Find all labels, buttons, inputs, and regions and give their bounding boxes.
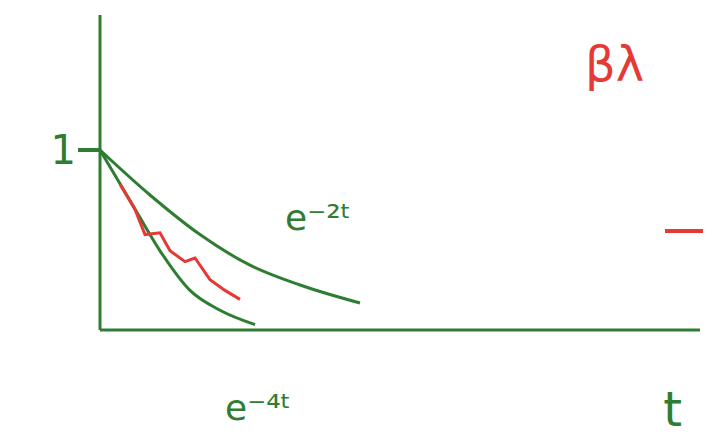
html-text:βλ: βλ bbox=[585, 36, 644, 92]
svg-text:e⁻²ᵗ: e⁻²ᵗ bbox=[285, 197, 351, 238]
svg-text:t: t bbox=[663, 381, 682, 437]
svg-text:e⁻⁴ᵗ: e⁻⁴ᵗ bbox=[225, 387, 291, 428]
svg-text:1: 1 bbox=[51, 127, 76, 173]
